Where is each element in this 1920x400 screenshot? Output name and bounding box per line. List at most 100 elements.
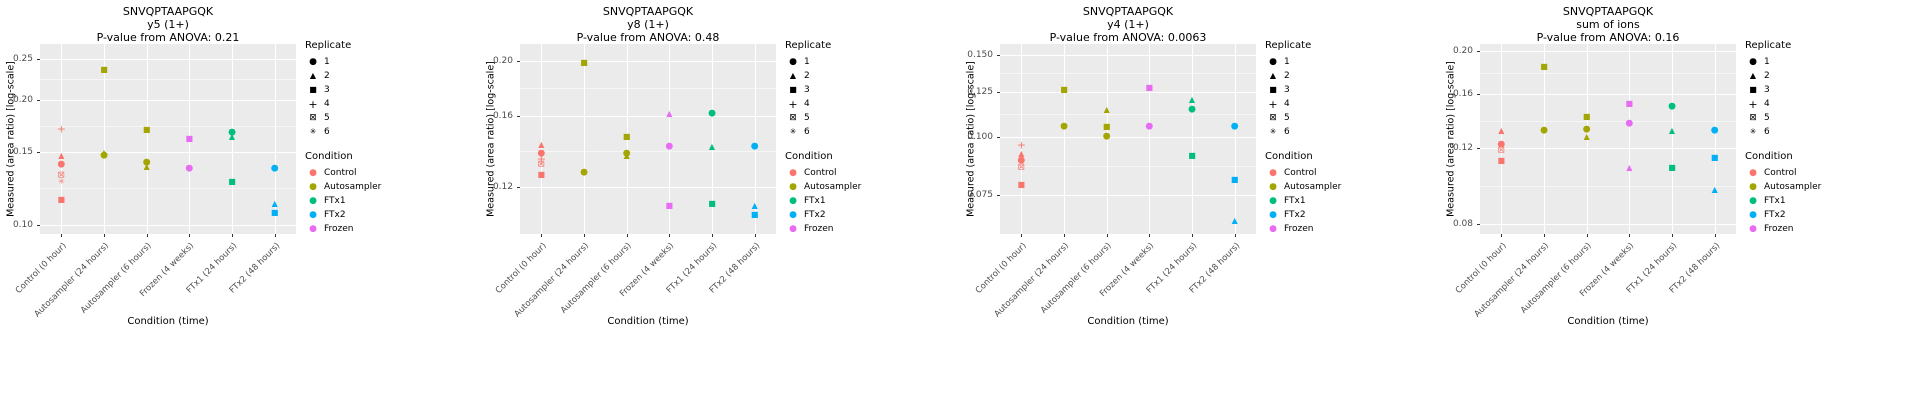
- major-gridline: [1629, 44, 1631, 234]
- y-tick-label: 0.075: [967, 190, 993, 201]
- ion-name: y5 (1+): [147, 18, 189, 31]
- major-gridline: [1000, 91, 1256, 93]
- minor-gridline: [520, 88, 776, 90]
- legend-item-replicate-label: 5: [1764, 113, 1770, 123]
- condition-color-swatch-icon: ●: [1269, 167, 1277, 178]
- major-gridline: [104, 44, 105, 234]
- x-axis-label: Condition (time): [1567, 316, 1649, 327]
- y-tick-mark: [37, 151, 40, 153]
- data-point: ●: [1230, 121, 1239, 132]
- x-tick-mark: [1021, 234, 1023, 237]
- x-tick-mark: [232, 234, 233, 237]
- legend-item-condition-label: Autosampler: [804, 182, 862, 192]
- x-tick-mark: [1192, 234, 1193, 237]
- major-gridline: [1192, 44, 1193, 234]
- legend-item-condition-label: Control: [804, 168, 837, 178]
- legend-item-replicate-label: 3: [324, 85, 330, 95]
- legend-item-replicate: ■ 3: [305, 83, 477, 97]
- y-tick-mark: [1477, 224, 1480, 226]
- major-gridline: [712, 44, 713, 234]
- y-tick-label: 0.125: [967, 86, 993, 97]
- major-gridline: [1480, 147, 1736, 149]
- data-point: ■: [665, 200, 674, 210]
- x-tick-mark: [754, 234, 756, 237]
- replicate-shape-circle-icon: ●: [789, 56, 797, 67]
- chart-title: SNVQPTAAPGQK y4 (1+) P-value from ANOVA:…: [1000, 5, 1256, 44]
- condition-color-swatch-icon: ●: [789, 181, 797, 192]
- replicate-shape-square-x-icon: ⊠: [309, 112, 317, 123]
- legend-item-replicate-label: 6: [324, 127, 330, 137]
- legend-item-replicate-label: 4: [1284, 99, 1290, 109]
- data-point: ▲: [1018, 148, 1025, 158]
- data-point: ■: [750, 209, 759, 219]
- y-tick-label: 0.20: [492, 55, 513, 66]
- legend-item-replicate-label: 2: [1284, 71, 1290, 81]
- x-tick-mark: [1064, 234, 1065, 237]
- data-point: ●: [1145, 121, 1154, 132]
- replicate-shape-square-icon: ■: [309, 85, 317, 94]
- legend-title-condition: Condition: [1745, 151, 1793, 162]
- legend-item-condition: ● Autosampler: [305, 180, 477, 194]
- condition-color-swatch-icon: ●: [1749, 223, 1757, 234]
- peptide-name: SNVQPTAAPGQK: [122, 5, 214, 18]
- legend-item-condition: ● Frozen: [1745, 222, 1917, 236]
- legend-item-condition-label: Control: [1764, 168, 1797, 178]
- data-point: ●: [1060, 121, 1068, 132]
- legend-item-replicate: ⊠ 5: [1745, 111, 1917, 125]
- y-tick-label: 0.15: [12, 146, 33, 157]
- legend-item-condition-label: Autosampler: [324, 182, 382, 192]
- data-point: ●: [580, 167, 588, 178]
- ion-name: y8 (1+): [627, 18, 669, 31]
- x-tick-mark: [712, 234, 713, 237]
- legend-title-replicate-section: Replicate ● 1 ▲ 2 ■ 3 +4 ⊠ 5 ✳ 6: [785, 40, 957, 139]
- data-point: ■: [1060, 85, 1068, 94]
- legend-item-condition-label: Frozen: [1284, 224, 1314, 234]
- x-axis-label: Condition (time): [607, 316, 689, 327]
- data-point: ●: [1582, 124, 1591, 135]
- legend-item-replicate-label: 1: [804, 57, 810, 67]
- data-point: ●: [1668, 101, 1676, 112]
- data-point: ●: [270, 163, 279, 174]
- legend-title-replicate: Replicate: [1265, 40, 1312, 51]
- condition-color-swatch-icon: ●: [309, 181, 317, 192]
- y-axis-label: Measured (area ratio) [log-scale]: [485, 61, 497, 217]
- data-point: ●: [1188, 104, 1196, 115]
- replicate-shape-circle-icon: ●: [1269, 56, 1277, 67]
- y-tick-mark: [517, 115, 520, 117]
- legend-item-replicate-label: 3: [804, 85, 810, 95]
- major-gridline: [232, 44, 233, 234]
- data-point: ■: [1230, 174, 1239, 184]
- legend-item-condition: ● Autosampler: [1745, 180, 1917, 194]
- x-tick-mark: [61, 234, 63, 237]
- x-tick-label: Autosampler (6 hours): [1039, 241, 1114, 316]
- x-tick-mark: [274, 234, 276, 237]
- legend-item-replicate: ✳ 6: [1745, 125, 1917, 139]
- replicate-shape-triangle-icon: ▲: [1269, 71, 1277, 80]
- y-tick-label: 0.08: [1452, 219, 1473, 230]
- condition-color-swatch-icon: ●: [1749, 209, 1757, 220]
- peptide-name: SNVQPTAAPGQK: [1082, 5, 1174, 18]
- legend-item-condition-label: Control: [1284, 168, 1317, 178]
- y-tick-mark: [37, 59, 40, 61]
- legend-item-condition: ● Frozen: [305, 222, 477, 236]
- minor-gridline: [40, 79, 296, 81]
- legend-item-replicate: +4: [305, 97, 477, 111]
- condition-color-swatch-icon: ●: [1269, 195, 1277, 206]
- legend-item-replicate-label: 4: [804, 99, 810, 109]
- major-gridline: [40, 99, 296, 101]
- legend-item-replicate: ■ 3: [1265, 83, 1437, 97]
- major-gridline: [1544, 44, 1545, 234]
- data-point: ⊠: [57, 170, 66, 181]
- replicate-shape-square-icon: ■: [1749, 85, 1757, 94]
- legend-item-condition-label: Frozen: [324, 224, 354, 234]
- legend-item-condition: ● FTx2: [1265, 208, 1437, 222]
- data-point: ▲: [228, 131, 236, 141]
- legend: Replicate ● 1 ▲ 2 ■ 3 +4 ⊠ 5 ✳ 6 Condition ● Control ● A…: [785, 40, 957, 236]
- major-gridline: [274, 44, 276, 234]
- legend-item-condition: ● Control: [785, 166, 957, 180]
- major-gridline: [541, 44, 543, 234]
- legend-item-condition: ● FTx2: [305, 208, 477, 222]
- major-gridline: [1480, 224, 1736, 226]
- y-tick-mark: [997, 136, 1000, 138]
